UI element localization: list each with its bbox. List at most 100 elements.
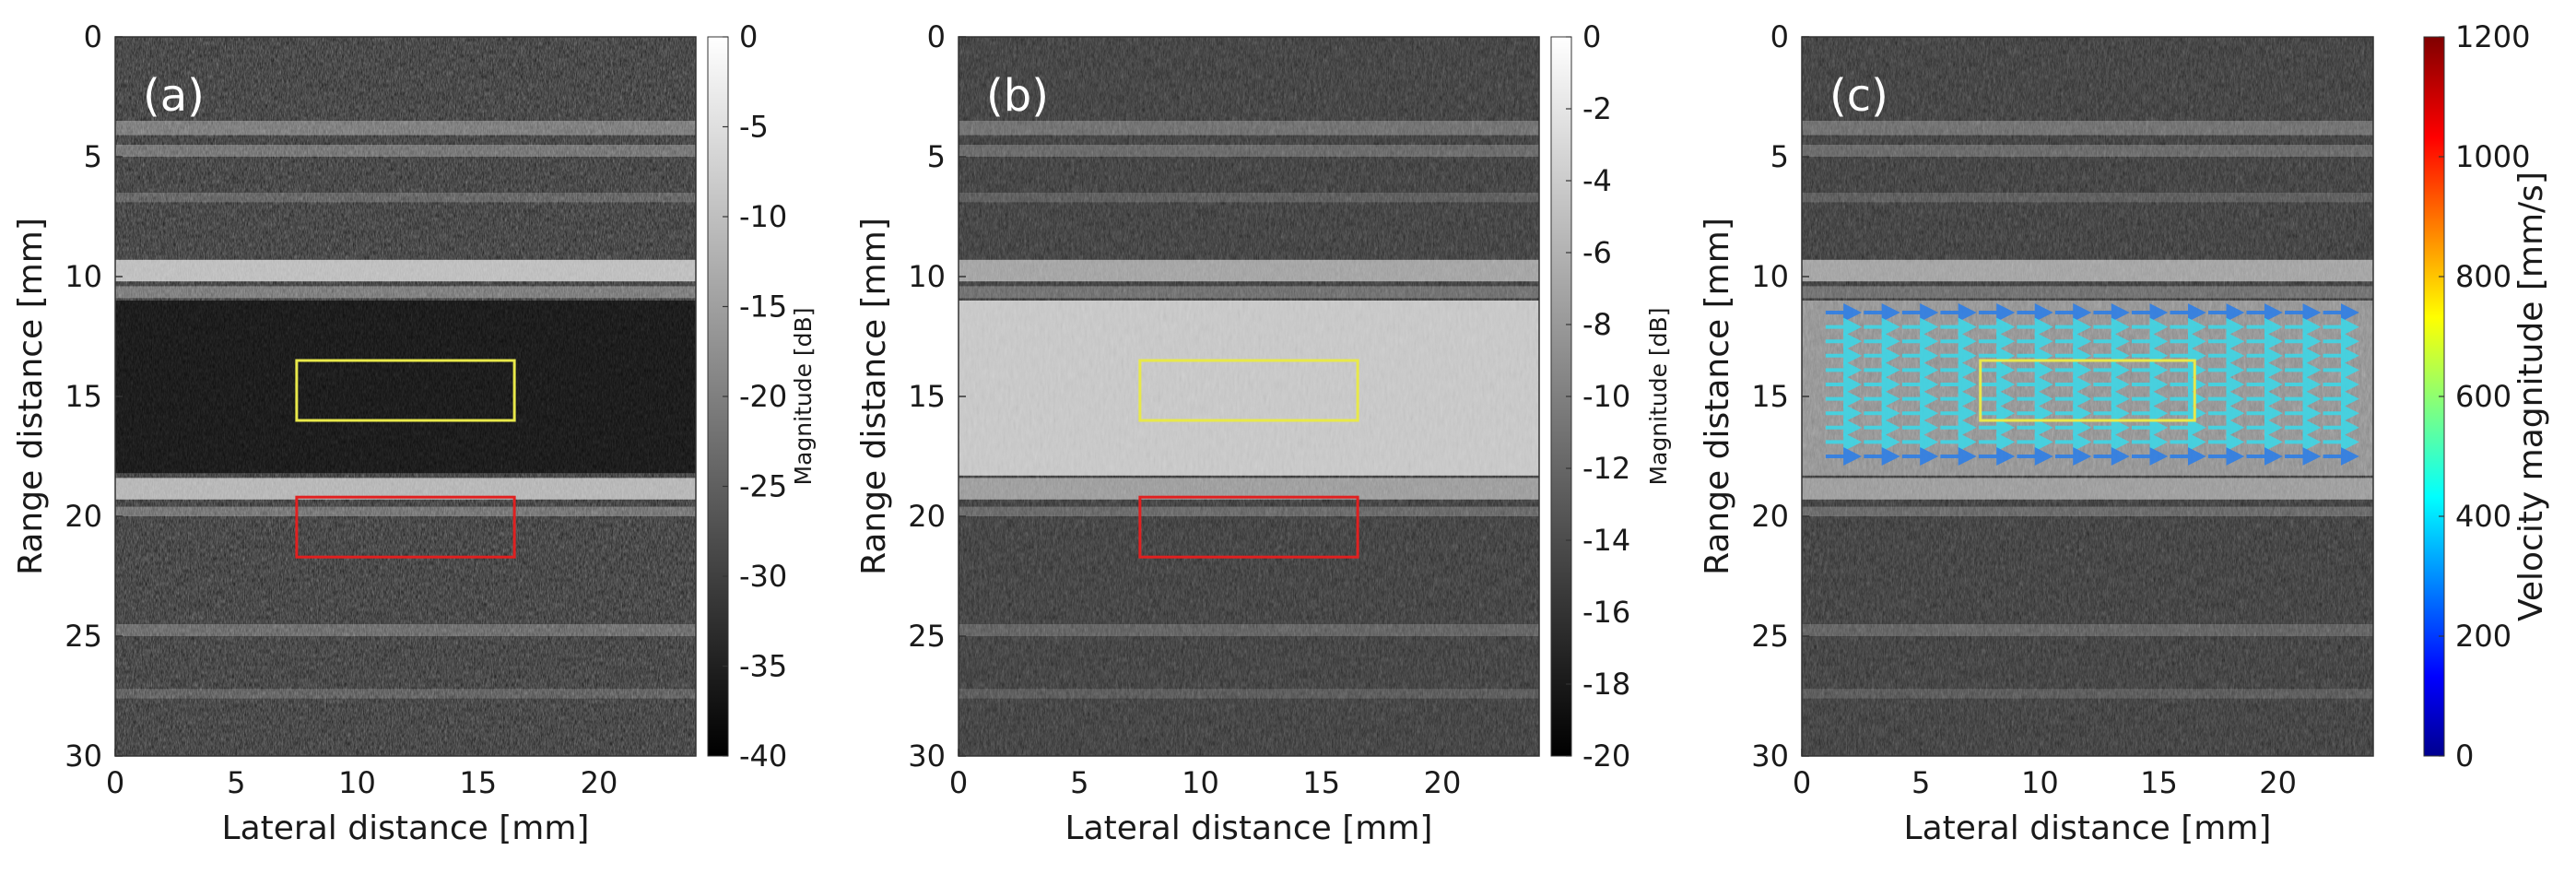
colorbar-tick-label: -10 (739, 199, 787, 234)
tissue-band (115, 689, 696, 699)
colorbar-tick-label: -6 (1582, 235, 1612, 270)
colorbar-tick-label: -30 (739, 559, 787, 594)
colorbar-tick-label: -35 (739, 649, 787, 684)
x-tick-label: 10 (338, 765, 376, 800)
tissue-band (1802, 624, 2373, 636)
x-tick-label: 15 (2140, 765, 2178, 800)
colorbar-tick-label: -25 (739, 469, 787, 504)
y-tick-label: 25 (65, 619, 102, 654)
x-tick-label: 15 (1302, 765, 1340, 800)
x-tick-label: 20 (1424, 765, 1462, 800)
x-tick-label: 20 (581, 765, 618, 800)
x-axis-label: Lateral distance [mm] (1065, 809, 1433, 847)
colorbar-tick-label: -4 (1582, 163, 1612, 198)
tissue-band (959, 689, 1539, 699)
y-tick-label: 5 (84, 139, 102, 174)
panel-label: (c) (1829, 70, 1888, 122)
x-axis-label: Lateral distance [mm] (222, 809, 590, 847)
colorbar-tick-label: -20 (739, 379, 787, 414)
y-tick-label: 20 (908, 499, 946, 534)
x-tick-label: 0 (106, 765, 124, 800)
y-tick-label: 10 (908, 259, 946, 294)
colorbar: 1200 1000 800 600 400 200 0 Velocity magnitude … (2423, 19, 2550, 774)
y-tick-label: 25 (1751, 619, 1789, 654)
y-tick-label: 30 (65, 738, 102, 774)
tissue-band (1802, 286, 2373, 299)
y-tick-label: 0 (927, 19, 946, 54)
tissue-band (959, 624, 1539, 636)
colorbar-tick-label: -18 (1582, 667, 1630, 702)
colorbar-tick-label: -5 (739, 110, 769, 145)
y-tick-label: 0 (84, 19, 102, 54)
colorbar-tick-label: 0 (739, 19, 758, 54)
panel-label: (b) (986, 70, 1049, 122)
y-axis-label: Range distance [mm] (855, 218, 893, 575)
x-tick-label: 0 (949, 765, 968, 800)
y-tick-label: 30 (1751, 738, 1789, 774)
y-axis-label: Range distance [mm] (12, 218, 50, 575)
y-tick-label: 15 (65, 379, 102, 414)
colorbar-tick-label: -14 (1582, 523, 1630, 558)
colorbar-tick-label: 1000 (2455, 139, 2530, 174)
colorbar-tick-label: -40 (739, 738, 787, 774)
colorbar-tick-label: -12 (1582, 451, 1630, 486)
y-tick-label: 20 (65, 499, 102, 534)
y-tick-label: 15 (908, 379, 946, 414)
roi-box (1138, 495, 1359, 559)
x-tick-label: 10 (1182, 765, 1219, 800)
vessel-lumen (115, 301, 696, 474)
x-tick-label: 10 (2021, 765, 2059, 800)
x-tick-label: 15 (459, 765, 497, 800)
tissue-band (1802, 259, 2373, 282)
panel-b: 0 5 10 15 20 0 5 10 15 20 25 30 Lateral distance [mm… (855, 19, 1672, 847)
panel-a: 0 5 10 15 20 0 5 10 15 20 25 30 Lateral distance [mm… (12, 19, 817, 847)
y-tick-label: 10 (65, 259, 102, 294)
x-tick-label: 5 (227, 765, 245, 800)
tissue-band (959, 259, 1539, 282)
velocity-vector-field (1825, 303, 2359, 466)
x-tick-label: 5 (1911, 765, 1930, 800)
colorbar-label: Magnitude [dB] (1645, 308, 1672, 486)
tissue-band (1802, 121, 2373, 136)
tissue-band (115, 624, 696, 636)
colorbar-tick-label: -20 (1582, 738, 1630, 774)
tissue-band (115, 286, 696, 299)
tissue-band (115, 193, 696, 203)
tissue-band (115, 145, 696, 157)
y-tick-label: 15 (1751, 379, 1789, 414)
colorbar-tick-label: -2 (1582, 91, 1612, 126)
colorbar: 0 -2 -4 -6 -8 -10 -12 -14 -16 -18 -20 Magnitude [dB… (1550, 19, 1672, 774)
colorbar-tick-label: -16 (1582, 595, 1630, 630)
roi-box (1138, 359, 1359, 422)
y-tick-label: 5 (927, 139, 946, 174)
lumen-texture (959, 301, 1539, 476)
colorbar-label: Magnitude [dB] (790, 308, 817, 486)
roi-box (1979, 359, 2196, 422)
colorbar-tick-label: 600 (2455, 379, 2511, 414)
colorbar-label: Velocity magnitude [mm/s] (2512, 171, 2550, 621)
y-tick-label: 30 (908, 738, 946, 774)
colorbar-tick-label: 800 (2455, 259, 2511, 294)
roi-box (295, 495, 516, 559)
tissue-band (1802, 145, 2373, 157)
colorbar-tick-label: 400 (2455, 499, 2511, 534)
colorbar-tick-label: -8 (1582, 307, 1612, 342)
y-tick-label: 5 (1770, 139, 1789, 174)
tissue-band (115, 121, 696, 136)
tissue-band (115, 259, 696, 282)
tissue-band (1802, 506, 2373, 516)
panel-label: (a) (143, 70, 205, 122)
tissue-band (959, 478, 1539, 500)
colorbar-tick-label: 200 (2455, 619, 2511, 654)
y-axis-label: Range distance [mm] (1699, 218, 1736, 575)
y-tick-label: 0 (1770, 19, 1789, 54)
tissue-band (1802, 478, 2373, 500)
tissue-band (959, 286, 1539, 299)
roi-box (295, 359, 516, 422)
y-tick-label: 10 (1751, 259, 1789, 294)
x-axis-label: Lateral distance [mm] (1904, 809, 2272, 847)
tissue-band (1802, 689, 2373, 699)
tissue-band (1802, 193, 2373, 203)
